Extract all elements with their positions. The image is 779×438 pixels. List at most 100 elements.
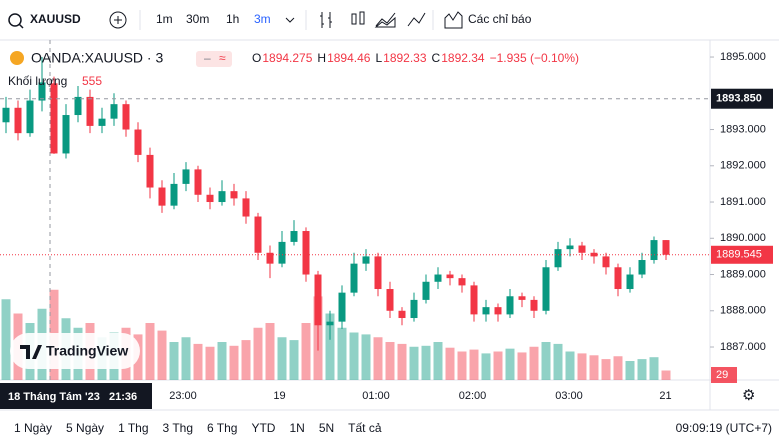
range-button[interactable]: 1N bbox=[289, 421, 304, 435]
volume-bar bbox=[217, 342, 227, 380]
volume-bar bbox=[253, 327, 263, 380]
range-button[interactable]: 1 Ngày bbox=[14, 421, 52, 435]
candle-body bbox=[206, 194, 214, 203]
range-button[interactable]: YTD bbox=[251, 421, 275, 435]
indicators-button[interactable]: Các chỉ báo bbox=[468, 12, 532, 26]
settings-icon[interactable]: ≈ bbox=[219, 51, 226, 65]
interval[interactable]: 1h bbox=[226, 12, 239, 26]
candle-body bbox=[158, 187, 166, 206]
volume-bar bbox=[589, 355, 599, 380]
plot: 1895.000 1893.000 1892.000 1891.000 1890.000… bbox=[0, 40, 773, 409]
volume-bar bbox=[181, 337, 191, 380]
candle-body bbox=[350, 263, 358, 293]
candle-body bbox=[650, 240, 658, 261]
candle-body bbox=[434, 274, 442, 282]
candle-body bbox=[86, 96, 94, 126]
candle-body bbox=[302, 231, 310, 275]
volume-bar bbox=[553, 343, 563, 380]
range-button[interactable]: Tất cả bbox=[348, 421, 382, 435]
candle-body bbox=[638, 260, 646, 275]
ohlc-h-label: H bbox=[317, 51, 326, 65]
range-button[interactable]: 6 Thg bbox=[207, 421, 237, 435]
volume-bar bbox=[637, 359, 647, 380]
volume-bar bbox=[517, 352, 527, 380]
y-tick-label: 1889.000 bbox=[720, 268, 766, 280]
settings-gear[interactable]: ⚙ bbox=[742, 387, 755, 404]
volume-bar bbox=[277, 337, 287, 380]
ohlc-c: 1892.34 bbox=[441, 51, 485, 65]
volume-bar bbox=[613, 356, 623, 380]
candle-body bbox=[242, 198, 250, 217]
candle-body bbox=[218, 191, 226, 203]
ohlc-o: 1894.275 bbox=[262, 51, 312, 65]
interval[interactable]: 30m bbox=[186, 12, 209, 26]
candle-body bbox=[278, 241, 286, 264]
candle-body bbox=[50, 83, 58, 154]
candle-body bbox=[314, 274, 322, 326]
candle-body bbox=[338, 292, 346, 322]
volume-bar bbox=[469, 349, 479, 380]
candle-body bbox=[530, 299, 538, 311]
volume-label: Khối lượng bbox=[8, 74, 67, 88]
y-tick-label: 1888.000 bbox=[720, 305, 766, 317]
last-price-badge bbox=[711, 245, 773, 264]
volume-bar bbox=[241, 340, 251, 380]
volume-bar bbox=[661, 370, 671, 380]
volume-bar bbox=[625, 361, 635, 380]
interval-active[interactable]: 3m bbox=[254, 12, 271, 26]
candle-body bbox=[290, 231, 298, 242]
candle-body bbox=[146, 154, 154, 188]
candle-body bbox=[602, 256, 610, 268]
volume-bar bbox=[421, 345, 431, 380]
volume-bar bbox=[445, 347, 455, 380]
volume-bar bbox=[361, 334, 371, 380]
ohlc-l: 1892.33 bbox=[383, 51, 427, 65]
volume-bar bbox=[205, 346, 215, 380]
x-tick-label: 23:00 bbox=[169, 390, 197, 402]
volume-bar bbox=[193, 343, 203, 380]
x-tick-label: 03:00 bbox=[555, 390, 583, 402]
volume-bar bbox=[409, 346, 419, 380]
candle-body bbox=[194, 169, 202, 195]
y-tick-label: 1892.000 bbox=[720, 160, 766, 172]
candle-body bbox=[170, 183, 178, 206]
range-button[interactable]: 5N bbox=[319, 421, 334, 435]
x-tick-label: 21 bbox=[659, 390, 671, 402]
symbol[interactable]: XAUUSD bbox=[30, 12, 81, 26]
ohlc-change: −1.935 (−0.10%) bbox=[490, 51, 579, 65]
candle-body bbox=[554, 249, 562, 268]
x-tick-label: 01:00 bbox=[362, 390, 390, 402]
range-button[interactable]: 3 Thg bbox=[163, 421, 193, 435]
candle-body bbox=[374, 256, 382, 290]
ohlc-legend: O 1894.275 H 1894.46 L 1892.33 C 1892.34 −1.935 … bbox=[252, 51, 579, 65]
range-button[interactable]: 1 Thg bbox=[118, 421, 148, 435]
candle-body bbox=[362, 256, 370, 264]
candle-body bbox=[410, 299, 418, 319]
volume-bar bbox=[601, 359, 611, 380]
candle-body bbox=[518, 296, 526, 300]
volume-bar bbox=[289, 340, 299, 380]
candle-body bbox=[74, 96, 82, 116]
crosshair-price: 1893.850 bbox=[716, 93, 762, 105]
x-tick-label: 19 bbox=[273, 390, 285, 402]
hide-icon[interactable]: ‒ bbox=[204, 51, 211, 65]
crosshair-price-badge bbox=[711, 88, 773, 109]
volume-bar bbox=[397, 343, 407, 380]
crosshair-time: 18 Tháng Tám '23 21:36 bbox=[8, 391, 137, 403]
x-tick-label: 02:00 bbox=[459, 390, 487, 402]
interval[interactable]: 1m bbox=[156, 12, 173, 26]
candle-body bbox=[26, 100, 34, 134]
volume-bar bbox=[265, 323, 275, 380]
ohlc-l-label: L bbox=[375, 51, 382, 65]
volume-bar bbox=[301, 323, 311, 380]
volume-bar bbox=[229, 345, 239, 380]
candle-body bbox=[398, 310, 406, 319]
y-tick-label: 1890.000 bbox=[720, 232, 766, 244]
candle-body bbox=[566, 245, 574, 250]
range-button[interactable]: 5 Ngày bbox=[66, 421, 104, 435]
candle-body bbox=[230, 191, 238, 199]
bottom-bar: 1 Ngày 5 Ngày 1 Thg 3 Thg 6 Thg YTD 1N 5N Tất cả… bbox=[14, 421, 772, 435]
candle-body bbox=[662, 240, 670, 255]
last-price-label: 1889.545 bbox=[716, 249, 762, 261]
